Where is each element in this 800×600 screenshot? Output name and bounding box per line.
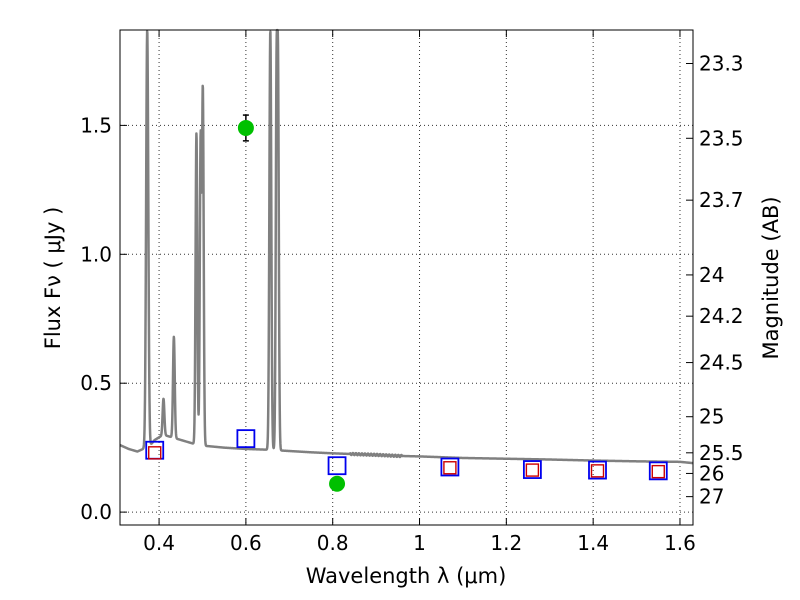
model-photometry-point: [648, 461, 668, 481]
detection-point: [237, 119, 254, 136]
x-tick-label: 1.6: [664, 531, 696, 555]
x-axis-label: Wavelength λ (μm): [306, 564, 507, 588]
observed-photometry-point: [651, 464, 665, 479]
x-tick-label: 0.8: [317, 531, 349, 555]
right-tick-label: 24.2: [699, 304, 744, 328]
grid: [120, 30, 693, 525]
observed-photometry-point: [590, 464, 605, 478]
x-tick-label: 1.4: [577, 531, 609, 555]
model-sed-layer: [118, 28, 695, 465]
right-tick-label: 24: [699, 263, 724, 287]
x-tick-label: 0.4: [143, 531, 175, 555]
observed-photometry-point: [443, 461, 457, 475]
model-sed-line: [118, 28, 695, 465]
detection-point: [329, 475, 346, 492]
y-tick-label: 1.0: [80, 242, 112, 266]
right-tick-label: 23.7: [699, 188, 744, 212]
model-photometry-point: [327, 456, 347, 476]
model-photometry-point: [440, 457, 460, 477]
observed-photometry-point: [148, 446, 162, 460]
model-photometry-point: [236, 429, 256, 449]
right-tick-label: 25: [699, 405, 724, 429]
right-tick-label: 27: [699, 485, 724, 509]
observed-photometry-point: [525, 463, 540, 477]
plot-frame: [119, 29, 694, 526]
markers-layer: [145, 114, 668, 492]
right-tick-label: 25.5: [699, 441, 744, 465]
x-tick-label: 1.2: [490, 531, 522, 555]
ticks: 0.4 0.6 0.8 1 1.2 1.4 1.6 0.0 0.5 1.0 1.5 23.3 23.5 2…: [80, 30, 744, 555]
model-photometry-point: [588, 460, 607, 480]
x-tick-label: 0.6: [230, 531, 262, 555]
x-tick-label: 1: [413, 531, 426, 555]
model-photometry-point: [522, 460, 542, 479]
right-tick-label: 26: [699, 461, 724, 485]
y-tick-label: 0.0: [80, 500, 112, 524]
right-tick-label: 24.5: [699, 351, 744, 375]
y-tick-label: 1.5: [80, 113, 112, 137]
y-axis-label: Flux Fν ( μJy ): [41, 207, 65, 350]
right-tick-label: 23.5: [699, 126, 744, 150]
right-axis-label: Magnitude (AB): [759, 196, 783, 359]
right-tick-label: 23.3: [699, 52, 744, 76]
y-tick-label: 0.5: [80, 371, 112, 395]
